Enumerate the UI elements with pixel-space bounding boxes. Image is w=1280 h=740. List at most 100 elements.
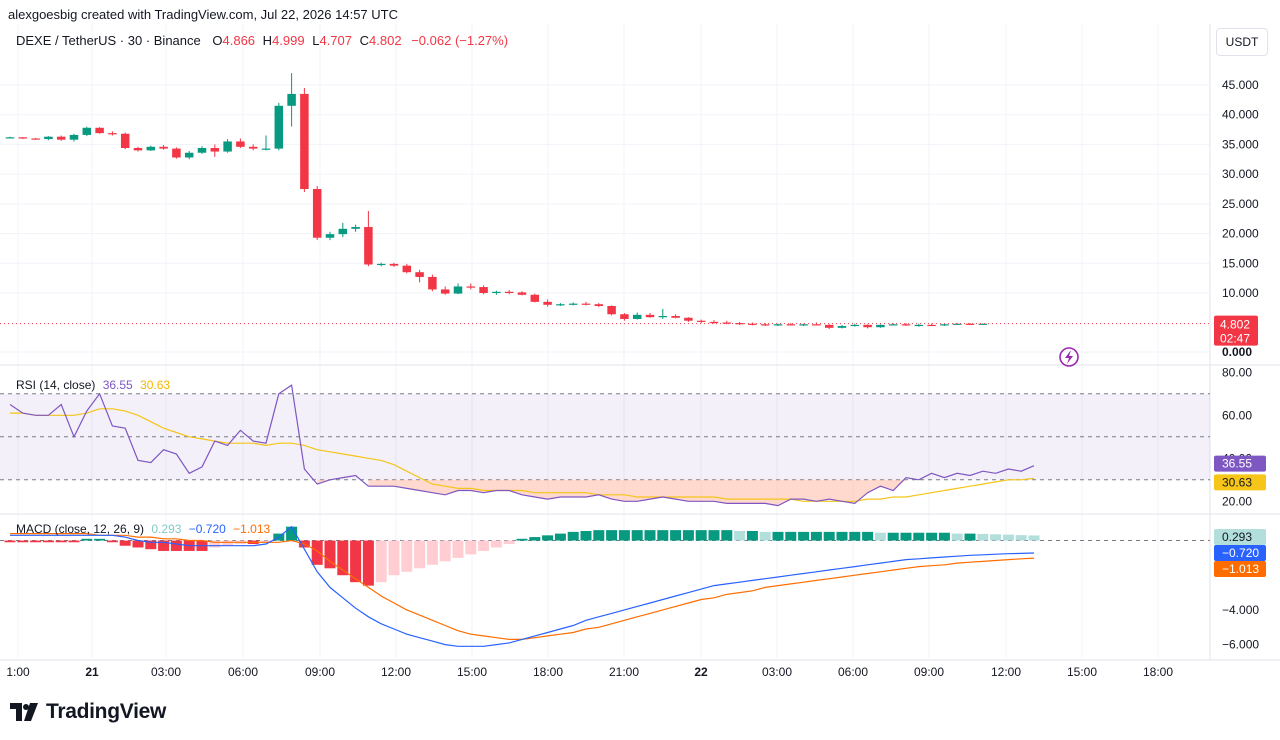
candle-body (197, 147, 207, 153)
candle-body (888, 324, 898, 326)
price-tick-label: 40.000 (1222, 108, 1259, 122)
macd-histogram-bar (990, 534, 1002, 541)
high-value: 4.999 (272, 33, 305, 48)
candle-body (773, 324, 783, 326)
macd-histogram-bar (798, 531, 810, 541)
symbol-title[interactable]: DEXE / TetherUS · 30 · Binance (16, 33, 201, 48)
candle-body (56, 136, 66, 140)
candle-body (645, 314, 655, 318)
time-tick-label: 21 (85, 665, 99, 679)
candle-body (479, 287, 488, 293)
time-tick-label: 18:00 (533, 665, 563, 679)
macd-histogram-bar (81, 538, 93, 541)
time-tick-label: 18:00 (1143, 665, 1173, 679)
candle-body (248, 146, 258, 149)
macd-histogram-bar (350, 540, 362, 583)
macd-hist-value: 0.293 (151, 522, 182, 536)
macd-histogram-bar (567, 531, 579, 541)
macd-histogram-bar (30, 540, 42, 543)
macd-signal-value: −1.013 (233, 522, 271, 536)
macd-histogram-bar (414, 540, 426, 569)
macd-histogram-bar (516, 538, 528, 541)
candle-body (492, 291, 501, 294)
macd-tick-label: −6.000 (1222, 638, 1259, 652)
macd-histogram-bar (119, 540, 131, 546)
candle-body (415, 272, 424, 277)
macd-histogram-bar (94, 538, 106, 541)
macd-histogram-bar (158, 540, 170, 551)
macd-histogram-bar (874, 532, 886, 541)
macd-histogram-bar (337, 540, 349, 576)
macd-histogram-bar (785, 531, 797, 541)
rsi-ma-value-tag-bg (1214, 474, 1266, 491)
macd-histogram-bar (862, 531, 874, 541)
macd-value-tag: −0.720 (1222, 546, 1259, 560)
macd-histogram-bar (695, 530, 707, 541)
close-label: C (359, 33, 370, 48)
tradingview-brand[interactable]: TradingView (10, 700, 166, 724)
candle-body (95, 127, 104, 134)
candle-body (261, 148, 271, 150)
rsi-band (0, 393, 1210, 481)
tradingview-logo-icon (10, 703, 38, 721)
candle-body (210, 147, 220, 152)
alert-icon[interactable] (1059, 347, 1079, 367)
rsi-label[interactable]: RSI (14, close) (16, 378, 96, 392)
candle-body (274, 105, 284, 149)
macd-histogram-bar (401, 540, 413, 572)
countdown-tag: 02:47 (1220, 332, 1250, 346)
candle-body (300, 93, 309, 189)
macd-histogram-bar (913, 532, 925, 541)
time-tick-label: 15:00 (457, 665, 487, 679)
time-tick-label: 06:00 (838, 665, 868, 679)
macd-histogram-bar (631, 530, 643, 541)
macd-label[interactable]: MACD (close, 12, 26, 9) (16, 522, 145, 536)
rsi-value-tag-bg (1214, 455, 1266, 472)
candle-body (671, 316, 680, 318)
macd-histogram-bar (734, 531, 746, 541)
time-tick-label: 09:00 (914, 665, 944, 679)
candle-body (735, 323, 744, 325)
macd-line (10, 525, 1035, 647)
macd-signal-tag-bg (1214, 561, 1266, 577)
candle-body (927, 324, 936, 327)
macd-histogram-bar (324, 540, 336, 569)
candle-body (901, 324, 911, 326)
macd-histogram-bar (849, 531, 861, 541)
currency-button[interactable]: USDT (1216, 28, 1268, 56)
time-tick-label: 12:00 (381, 665, 411, 679)
change-value: −0.062 (−1.27%) (411, 33, 509, 48)
candle-body (799, 324, 808, 326)
macd-histogram-bar (938, 532, 950, 541)
macd-histogram-bar (529, 537, 541, 541)
candle-body (786, 324, 796, 326)
macd-histogram-bar (55, 540, 67, 543)
candle-body (364, 227, 373, 265)
macd-histogram-bar (1028, 535, 1040, 541)
macd-histogram-bar (222, 540, 234, 546)
macd-histogram-bar (823, 531, 835, 541)
candle-body (632, 314, 642, 319)
candle-body (517, 292, 527, 295)
candle-body (748, 323, 757, 325)
candle-body (556, 304, 565, 306)
macd-histogram-bar (593, 530, 605, 541)
candle-body (389, 263, 399, 266)
rsi-ma-line (10, 408, 1035, 502)
candle-body (709, 321, 719, 324)
candle-body (543, 301, 552, 305)
candle-body (146, 146, 156, 151)
price-tick-label: 30.000 (1222, 167, 1259, 181)
candle-body (325, 234, 335, 238)
candle-body (312, 189, 322, 238)
rsi-value-tag: 36.55 (1222, 457, 1252, 471)
candle-body (658, 316, 668, 318)
rsi-line (9, 384, 1035, 507)
candle-body (850, 324, 860, 327)
candle-body (978, 323, 988, 325)
macd-histogram-bar (951, 533, 963, 541)
macd-histogram-bar (478, 540, 490, 551)
candle-body (952, 323, 962, 325)
candle-body (530, 294, 540, 302)
